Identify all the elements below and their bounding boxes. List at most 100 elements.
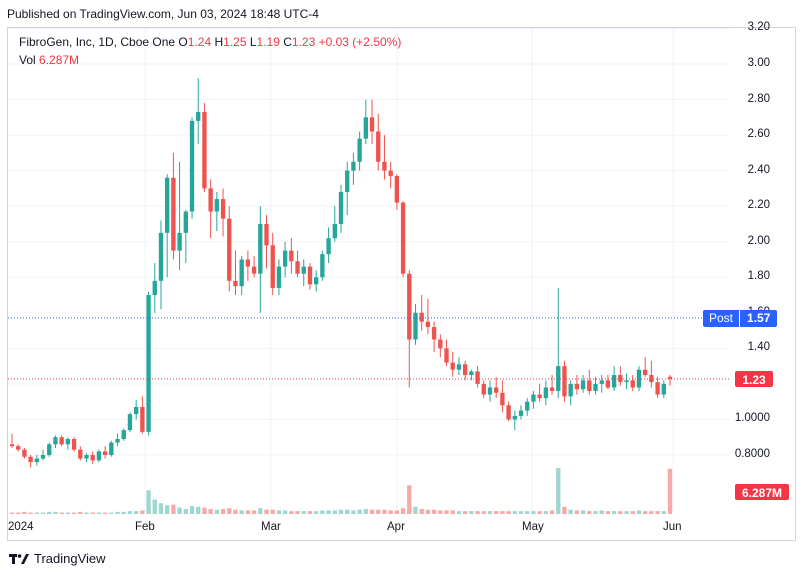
volume-bar	[419, 508, 424, 514]
candle-body	[307, 266, 313, 285]
volume-bar	[245, 510, 251, 514]
candle-body	[506, 405, 511, 420]
volume-bar	[127, 511, 133, 514]
volume-bar	[655, 511, 660, 514]
candle-body	[556, 366, 561, 392]
volume-bar	[506, 511, 511, 514]
volume-bar	[357, 509, 362, 514]
volume-bar	[537, 511, 542, 514]
candle-body	[65, 439, 71, 445]
volume-bar	[630, 511, 635, 514]
volume-bar	[369, 509, 375, 514]
volume-bar	[16, 512, 21, 514]
volume-bar	[661, 511, 666, 514]
volume-bar	[177, 507, 182, 514]
grid-lines	[8, 27, 729, 512]
candle-body	[171, 177, 176, 251]
candle-body	[313, 277, 319, 285]
volume-bar	[543, 511, 549, 514]
candle-body	[376, 131, 381, 162]
time-tick: 2024	[8, 521, 34, 533]
candle-body	[276, 266, 282, 288]
candle-body	[649, 375, 654, 383]
price-tick: 1.80	[747, 270, 770, 283]
candle-body	[605, 380, 611, 388]
volume-bar	[22, 511, 27, 514]
ohlc-legend: FibroGen, Inc, 1D, Cboe One O1.24 H1.25 …	[19, 35, 401, 49]
candle-body	[214, 199, 220, 212]
volume-bar	[78, 511, 83, 514]
candle-body	[220, 199, 226, 219]
candle-body	[562, 366, 567, 397]
candle-body	[53, 437, 58, 445]
candle-body	[407, 273, 412, 340]
candle-body	[208, 188, 213, 212]
tradingview-footer[interactable]: TradingView	[9, 551, 106, 566]
candle-body	[251, 266, 257, 274]
volume-bar	[59, 512, 64, 514]
candle-body	[525, 401, 530, 411]
candle-body	[9, 444, 15, 447]
candle-body	[425, 321, 431, 328]
candle-body	[450, 362, 455, 370]
candle-body	[239, 259, 244, 287]
candle-body	[574, 383, 580, 390]
volume-bar	[556, 468, 561, 514]
price-tick: 1.0000	[734, 412, 770, 425]
candle-body	[580, 380, 586, 390]
candle-body	[494, 387, 499, 393]
volume-bar	[270, 509, 275, 514]
symbol-name[interactable]: FibroGen, Inc, 1D, Cboe One	[19, 35, 176, 49]
volume-bar	[413, 506, 418, 514]
volume-bar	[382, 509, 387, 514]
volume-bar	[295, 511, 300, 514]
time-tick: Feb	[135, 521, 155, 533]
volume-bar	[376, 509, 381, 514]
volume-bar	[53, 511, 58, 514]
high-label: H	[214, 35, 224, 49]
candle-body	[438, 339, 443, 349]
candle-body	[233, 280, 238, 287]
volume-bar	[84, 512, 89, 514]
volume-bar	[580, 510, 586, 514]
candle-body	[481, 383, 486, 395]
price-tick: 2.60	[747, 128, 770, 141]
volume-bar	[165, 505, 170, 514]
volume-bar	[189, 506, 195, 514]
volume-bar	[531, 511, 536, 514]
volume-bar	[307, 511, 313, 514]
high-value: 1.25	[223, 35, 247, 49]
volume-bar	[568, 509, 573, 514]
volume-bar	[667, 468, 673, 514]
volume-bar	[649, 511, 654, 514]
volume-bar	[431, 509, 437, 514]
candle-body	[102, 451, 108, 455]
candle-body	[351, 161, 356, 171]
price-tick: 3.00	[747, 57, 770, 69]
volume-bar	[425, 509, 431, 514]
change-value: +0.03 (+2.50%)	[318, 35, 402, 49]
volume-bar	[642, 511, 648, 514]
candle-body	[158, 232, 164, 281]
candle-body	[400, 202, 406, 274]
price-tick: 2.80	[747, 92, 770, 105]
candle-body	[289, 250, 294, 262]
candle-body	[146, 295, 151, 432]
candle-body	[345, 170, 350, 192]
volume-bar	[462, 511, 468, 514]
candle-body	[357, 138, 362, 162]
candle-body	[487, 387, 493, 395]
volume-bar	[363, 508, 369, 514]
volume-bar	[394, 510, 400, 514]
time-tick: Apr	[387, 521, 405, 533]
volume-bar	[611, 511, 617, 514]
candle-body	[16, 446, 21, 450]
candle-body	[90, 455, 95, 461]
volume-bar	[171, 504, 176, 514]
volume-bar	[525, 511, 530, 514]
candle-body	[59, 437, 64, 445]
candle-body	[549, 387, 555, 392]
tradingview-logo-icon	[9, 553, 29, 564]
volume-bar	[624, 511, 629, 514]
